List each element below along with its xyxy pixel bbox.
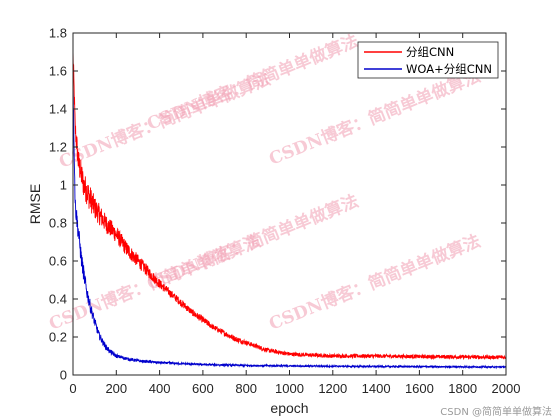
legend-label-group-cnn: 分组CNN xyxy=(406,45,454,59)
x-tick-label: 1600 xyxy=(405,381,434,396)
y-tick-label: 1.4 xyxy=(49,102,67,117)
series-line-group-cnn xyxy=(72,49,507,361)
legend: 分组CNN WOA+分组CNN xyxy=(357,41,499,79)
legend-box xyxy=(357,41,499,79)
watermark-text: CSDN博客：简简单单做算法 xyxy=(266,65,483,169)
x-tick-label: 800 xyxy=(235,381,257,396)
x-tick-label: 1200 xyxy=(318,381,347,396)
x-tick-label: 2000 xyxy=(492,381,521,396)
y-axis-label: RMSE xyxy=(27,184,43,224)
y-tick-label: 0.6 xyxy=(49,254,67,269)
y-tick-label: 0 xyxy=(60,368,67,383)
x-tick-label: 200 xyxy=(105,381,127,396)
footer-watermark: CSDN @简简单单做算法 xyxy=(440,407,552,418)
x-axis: 0 200 400 600 800 1000 1200 1400 1600 1800 2000 xyxy=(69,33,520,396)
x-tick-label: 1000 xyxy=(275,381,304,396)
y-tick-label: 1.6 xyxy=(49,64,67,79)
y-tick-label: 0.4 xyxy=(49,292,67,307)
legend-label-woa-group-cnn: WOA+分组CNN xyxy=(406,62,492,76)
y-tick-label: 1.2 xyxy=(49,140,67,155)
plot-series xyxy=(72,49,507,370)
y-tick-label: 1.8 xyxy=(49,26,67,41)
watermark-text: CSDN博客：简简单单做算法 xyxy=(266,230,483,334)
x-axis-label: epoch xyxy=(270,400,308,416)
y-tick-label: 0.8 xyxy=(49,216,67,231)
x-tick-label: 400 xyxy=(149,381,171,396)
x-tick-label: 600 xyxy=(192,381,214,396)
watermark-text: CSDN博客：简简单单做算法 xyxy=(144,190,361,294)
y-tick-label: 0.2 xyxy=(49,330,67,345)
x-tick-label: 0 xyxy=(69,381,76,396)
watermark-text: CSDN博客：简简单单做算法 xyxy=(144,30,361,134)
y-axis: 0 0.2 0.4 0.6 0.8 1 1.2 1.4 1.6 1.8 xyxy=(49,26,506,383)
y-tick-label: 1 xyxy=(60,178,67,193)
series-line-woa-group-cnn xyxy=(72,85,507,370)
x-tick-label: 1800 xyxy=(448,381,477,396)
x-tick-label: 1400 xyxy=(362,381,391,396)
